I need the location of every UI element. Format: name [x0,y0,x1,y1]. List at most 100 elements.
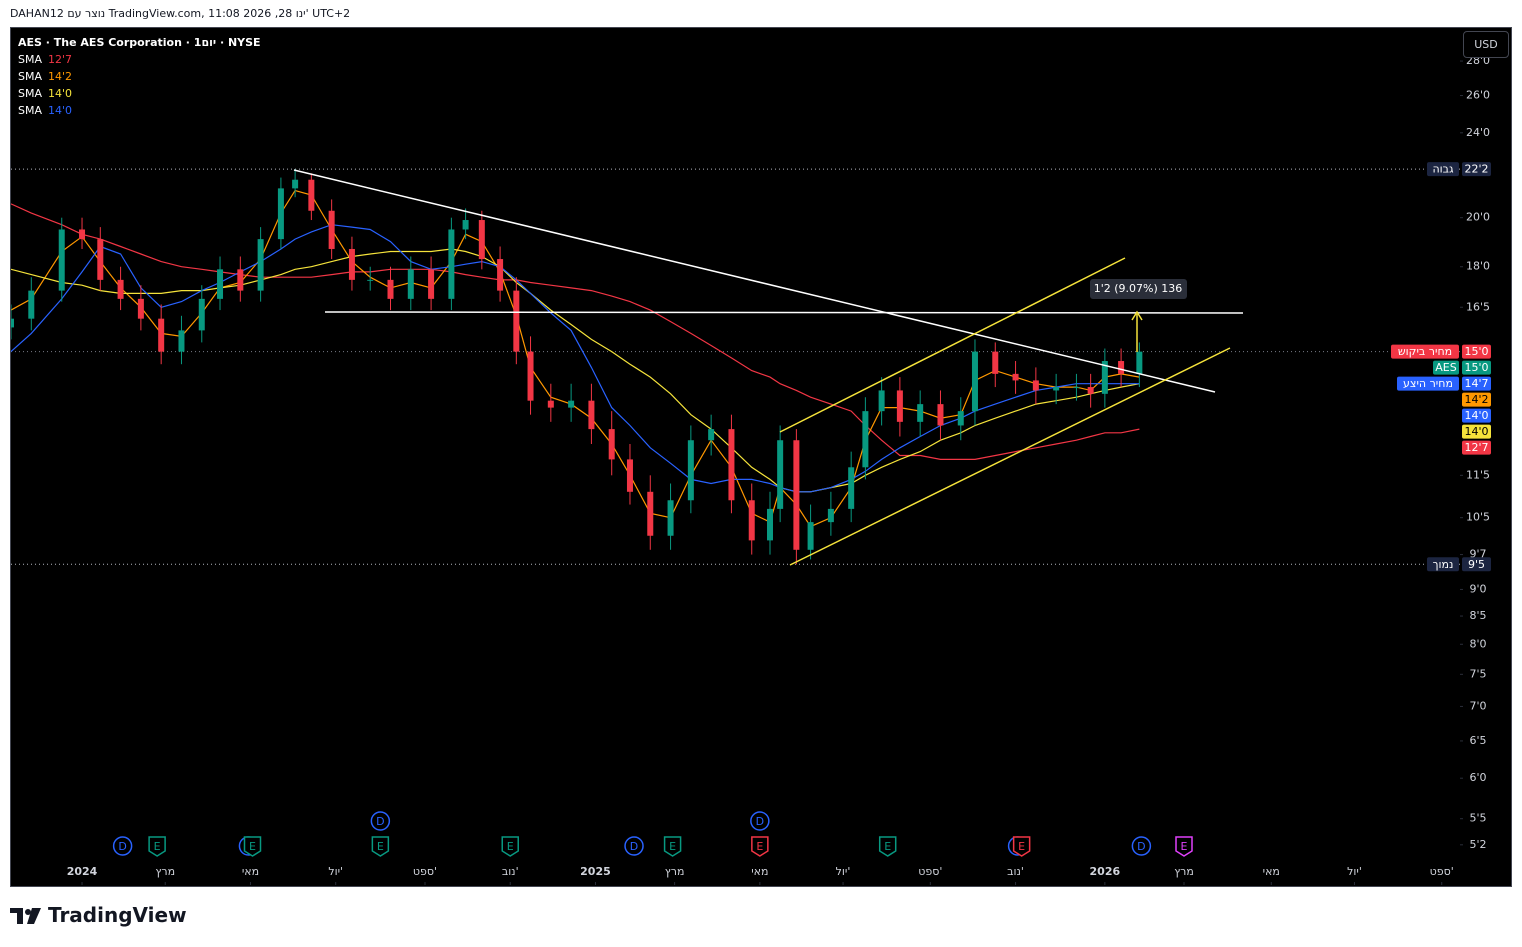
event-label: D [756,815,764,828]
candle-body [878,390,885,412]
candle-body [308,179,315,211]
event-marker [243,836,262,857]
price-label: 15'0 [1464,361,1488,374]
event-label: E [377,840,384,853]
legend-name: SMA [18,104,42,117]
chart-title: AES · The AES Corporation · 1יום · NYSE [18,36,261,49]
candle-body [1053,387,1060,391]
chart-frame [10,27,1512,887]
event-label: E [1181,840,1188,853]
candle-body [1118,361,1125,374]
candle-body [568,400,575,408]
candle-body [793,440,800,550]
sma-line [11,248,1140,493]
price-label-box [1462,424,1491,439]
candle-body [11,318,14,328]
event-label: E [507,840,514,853]
x-tick-label: 2025 [580,865,611,878]
event-marker [371,836,390,857]
event-label: E [756,840,763,853]
measure-label: 1'2 (9.07%) 136 [1094,282,1183,295]
candle-body [513,290,520,352]
candle-body [827,508,834,523]
candle-body [1032,380,1039,391]
candle-body [462,220,469,230]
candle-body [896,390,903,422]
candle-body [937,404,944,426]
candle-body [198,298,205,331]
legend-value: 14'0 [48,104,73,117]
candle-body [407,269,414,299]
candle-body [237,269,244,291]
y-tick-label: 6'0 [1469,771,1486,784]
drawings [293,169,1244,566]
event-label: D [1137,840,1145,853]
price-tag-box [1397,376,1459,391]
price-label: 14'0 [1464,409,1488,422]
x-tick-label: נוב' [1007,865,1024,878]
candle-body [292,179,299,189]
y-tick-label: 10'5 [1466,511,1490,524]
x-tick-label: 2024 [67,865,98,878]
candle-body [848,467,855,509]
x-tick-label: יול' [836,865,851,878]
candle-body [588,400,595,430]
event-marker [663,836,682,857]
price-label-box [1462,344,1491,359]
candle-body [158,318,165,352]
y-tick-label: 6'5 [1469,734,1486,747]
candle-body [328,210,335,249]
candle-body [58,229,65,291]
candle-body [667,500,674,536]
event-marker [878,836,897,857]
candle-body [957,411,964,426]
trend-line [293,169,1216,393]
x-tick-label: מאי [242,865,259,878]
y-tick-label: 16'5 [1466,300,1490,313]
horizontal-line [324,311,1244,314]
legend-item: SMA 14'0 [18,85,261,102]
channel-upper [779,257,1126,433]
event-marker [112,836,133,856]
candle-body [1087,387,1094,394]
sma-line [11,224,1140,493]
x-tick-label: מאי [1263,865,1280,878]
candle-body [1136,351,1143,374]
candle-body [348,248,355,280]
candle-body [117,279,124,299]
candle-body [79,229,86,240]
event-label: E [669,840,676,853]
event-marker [1131,836,1152,856]
event-label: D [376,815,384,828]
candle-body [708,429,715,441]
currency-button[interactable]: USD [1463,31,1509,58]
candle-body [1073,387,1080,389]
y-tick-label: 9'0 [1469,582,1486,595]
y-tick-label: 7'5 [1469,667,1486,680]
candle-body [178,330,185,352]
price-label: 12'7 [1464,441,1488,454]
legend-value: 14'0 [48,87,73,100]
y-tick-label: 18'0 [1466,260,1490,273]
candle-body [862,411,869,468]
y-tick-label: 20'0 [1466,211,1490,224]
event-label: D [118,840,126,853]
price-label-box [1462,392,1491,407]
x-tick-label: ספט' [918,865,942,878]
logo-icon [10,908,41,924]
candle-body [527,351,534,401]
event-marker [750,811,770,831]
legend: AES · The AES Corporation · 1יום · NYSE … [18,34,261,119]
candle-body [217,269,224,299]
candle-body [478,220,485,260]
candle-body [608,429,615,460]
header: DAHAN12 נוצר עם TradingView.com, 11:08 2… [10,7,351,20]
event-marker [624,836,644,856]
candle-body [687,440,694,501]
event-marker [1012,836,1031,857]
x-tick-label: מרץ [155,865,175,878]
price-label-box [1462,440,1491,455]
price-tag: גבוה [1432,163,1454,176]
